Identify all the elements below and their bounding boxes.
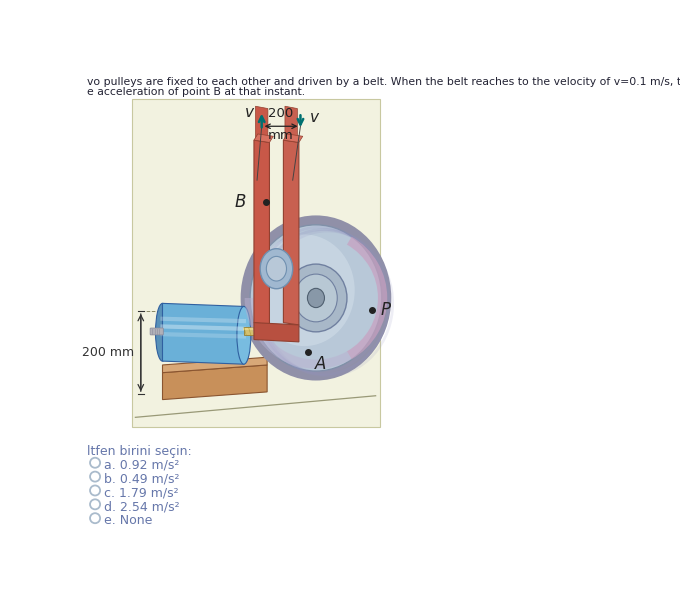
Text: 200 mm: 200 mm xyxy=(82,346,134,359)
Polygon shape xyxy=(163,357,267,373)
Ellipse shape xyxy=(307,288,324,308)
Ellipse shape xyxy=(285,264,347,332)
Ellipse shape xyxy=(260,248,292,289)
Polygon shape xyxy=(256,106,268,142)
Text: $P$: $P$ xyxy=(379,300,392,318)
Text: d. 2.54 m/s²: d. 2.54 m/s² xyxy=(104,500,180,514)
Text: vo pulleys are fixed to each other and driven by a belt. When the belt reaches t: vo pulleys are fixed to each other and d… xyxy=(87,77,680,87)
Polygon shape xyxy=(285,106,297,142)
Text: $v$: $v$ xyxy=(309,110,320,125)
Text: a. 0.92 m/s²: a. 0.92 m/s² xyxy=(104,459,180,472)
Ellipse shape xyxy=(237,306,251,364)
Text: e acceleration of point B at that instant.: e acceleration of point B at that instan… xyxy=(87,87,305,97)
Ellipse shape xyxy=(267,256,286,281)
Polygon shape xyxy=(254,134,273,142)
Wedge shape xyxy=(347,236,387,359)
Text: $v$: $v$ xyxy=(244,105,256,120)
Ellipse shape xyxy=(250,225,382,371)
Text: 200: 200 xyxy=(269,107,294,120)
Polygon shape xyxy=(163,303,244,364)
Text: ltfen birini seçin:: ltfen birini seçin: xyxy=(87,445,192,458)
Polygon shape xyxy=(254,323,299,342)
Text: c. 1.79 m/s²: c. 1.79 m/s² xyxy=(104,487,179,500)
Ellipse shape xyxy=(254,235,355,346)
Polygon shape xyxy=(284,140,299,325)
Ellipse shape xyxy=(294,274,337,322)
FancyBboxPatch shape xyxy=(150,328,163,335)
Polygon shape xyxy=(163,365,267,400)
Polygon shape xyxy=(284,134,303,142)
Text: e. None: e. None xyxy=(104,514,153,528)
Bar xyxy=(131,99,379,426)
Bar xyxy=(244,327,294,335)
Ellipse shape xyxy=(156,303,169,361)
Text: mm: mm xyxy=(268,128,294,142)
Polygon shape xyxy=(254,140,269,325)
Wedge shape xyxy=(245,298,352,369)
Text: b. 0.49 m/s²: b. 0.49 m/s² xyxy=(104,473,180,486)
Text: $B$: $B$ xyxy=(234,193,246,210)
Text: $A$: $A$ xyxy=(314,355,328,373)
